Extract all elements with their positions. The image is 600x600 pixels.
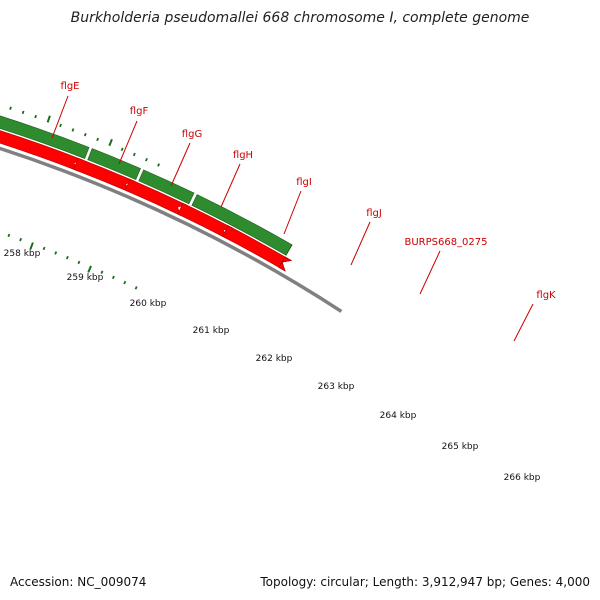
gene-label: flgI — [296, 177, 312, 188]
kbp-label: 258 kbp — [4, 249, 41, 259]
outer-tick — [21, 110, 25, 115]
gene-label: BURPS668_0275 — [404, 237, 487, 248]
inner-tick — [29, 242, 34, 250]
label-leader-line — [513, 303, 534, 342]
gene-label: flgH — [233, 150, 253, 161]
outer-tick — [108, 138, 113, 147]
inner-tick — [65, 255, 69, 260]
gene-flgF — [87, 148, 141, 180]
label-leader-line — [350, 221, 371, 266]
map-title: Burkholderia pseudomallei 668 chromosome… — [70, 10, 530, 26]
gene-label: flgE — [61, 81, 80, 92]
inner-tick — [123, 280, 127, 285]
gene-label: flgG — [182, 129, 202, 140]
inner-tick — [77, 260, 81, 265]
label-leader-line — [118, 120, 138, 165]
kbp-label: 262 kbp — [256, 354, 293, 364]
kbp-labels: 258 kbp 259 kbp 260 kbp 261 kbp 262 kbp 263 k… — [4, 249, 541, 483]
outer-tick — [145, 157, 148, 162]
outer-tick — [96, 137, 100, 142]
label-leader-line — [51, 95, 69, 139]
label-leader-line — [170, 142, 191, 187]
inner-tick — [87, 265, 92, 273]
gene-flgE — [0, 115, 90, 159]
gene-labels: flgE flgF flgG flgH flgI flgJ BURPS668_0275flg… — [51, 81, 556, 342]
inner-tick — [134, 286, 138, 290]
outer-tick — [120, 147, 124, 152]
backbone-line — [0, 146, 343, 313]
kbp-label: 260 kbp — [130, 299, 167, 309]
outer-tick — [83, 132, 87, 137]
gene-label: flgJ — [366, 208, 382, 219]
outer-tick — [132, 152, 136, 157]
gene-flgH-flgI — [191, 194, 293, 256]
outer-tick — [59, 123, 62, 128]
gene-flgG — [138, 169, 195, 205]
label-leader-line — [220, 163, 241, 208]
cds-track — [0, 130, 292, 272]
outer-tick — [157, 163, 160, 167]
outer-tick — [34, 114, 37, 119]
kbp-label: 266 kbp — [504, 473, 541, 483]
inner-tick — [100, 270, 104, 275]
backbone — [0, 146, 343, 313]
outer-tick-track — [9, 106, 160, 167]
cds-arrow — [278, 256, 292, 272]
kbp-label: 261 kbp — [193, 326, 230, 336]
label-leader-line — [283, 190, 302, 235]
outer-tick — [71, 128, 75, 132]
outer-tick — [46, 115, 51, 123]
inner-tick — [19, 237, 22, 242]
inner-tick — [42, 246, 46, 251]
outer-tick — [9, 106, 12, 110]
gene-track — [0, 115, 293, 256]
kbp-label: 263 kbp — [318, 382, 355, 392]
inner-tick — [7, 233, 11, 238]
kbp-label: 259 kbp — [67, 273, 104, 283]
topology-text: Topology: circular; Length: 3,912,947 bp… — [260, 575, 590, 589]
gene-label: flgF — [130, 106, 149, 117]
label-leader-line — [419, 250, 441, 295]
inner-tick — [54, 251, 58, 255]
gene-label: flgK — [536, 290, 556, 301]
kbp-label: 264 kbp — [380, 411, 417, 421]
kbp-label: 265 kbp — [442, 442, 479, 452]
inner-tick-track — [7, 233, 138, 290]
inner-tick — [111, 275, 115, 280]
accession-text: Accession: NC_009074 — [10, 575, 147, 589]
